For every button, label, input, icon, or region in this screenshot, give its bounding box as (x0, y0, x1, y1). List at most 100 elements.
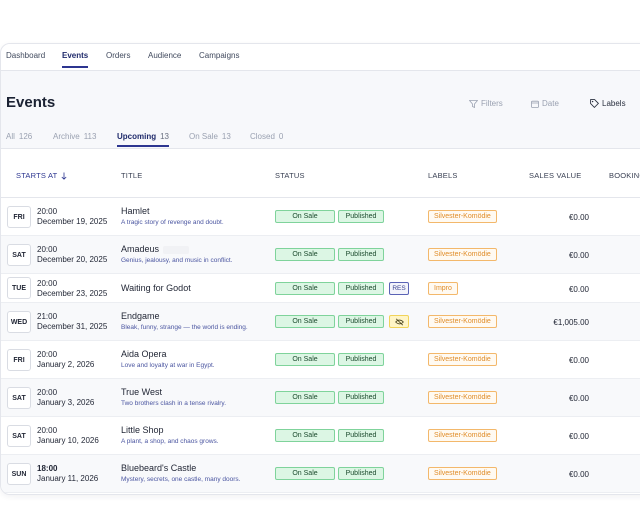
on-sale-badge: On Sale (275, 353, 335, 366)
column-labels[interactable]: LABELS (428, 171, 458, 180)
tab-label: Upcoming (117, 132, 157, 141)
label-chip: Silvester-Komödie (428, 315, 497, 328)
column-status[interactable]: STATUS (275, 171, 305, 180)
app-window: Dashboard Events Orders Audience Campaig… (0, 43, 640, 495)
column-label: STARTS AT (16, 171, 58, 180)
tab-label: All (6, 132, 15, 141)
tab-count: 0 (278, 132, 284, 141)
label-chip: Silvester-Komödie (428, 248, 497, 261)
table-row[interactable]: SAT 20:00 January 10, 2026 Little Shop A… (1, 417, 640, 455)
sales-value: €0.00 (568, 285, 589, 294)
label-chip: Silvester-Komödie (428, 210, 497, 223)
table-row[interactable]: WED 21:00 December 31, 2025 Endgame Blea… (1, 303, 640, 341)
on-sale-badge: On Sale (275, 248, 335, 261)
nav-orders[interactable]: Orders (106, 51, 131, 60)
table-row[interactable]: TUE 20:00 December 23, 2025 Waiting for … (1, 274, 640, 303)
label-chip: Silvester-Komödie (428, 353, 497, 366)
filters-button[interactable]: Filters (469, 99, 503, 108)
published-badge: Published (338, 248, 384, 261)
weekday-box: SAT (7, 387, 31, 409)
eye-off-icon (394, 318, 404, 325)
weekday-box: SAT (7, 425, 31, 447)
nav-dashboard[interactable]: Dashboard (6, 51, 46, 60)
event-time: 20:00 (37, 207, 58, 216)
event-title[interactable]: Aida Opera (121, 349, 167, 359)
redacted-block (163, 246, 189, 254)
label-chip: Silvester-Komödie (428, 429, 497, 442)
published-badge: Published (338, 467, 384, 480)
on-sale-badge: On Sale (275, 210, 335, 223)
event-title[interactable]: Waiting for Godot (121, 283, 191, 293)
event-time: 18:00 (37, 464, 58, 473)
events-table: STARTS AT TITLE STATUS LABELS SALES VALU… (1, 148, 640, 494)
page-title: Events (6, 94, 56, 111)
calendar-icon (531, 100, 539, 108)
res-badge: RES (389, 282, 409, 295)
sales-value: €0.00 (568, 356, 589, 365)
nav-audience[interactable]: Audience (148, 51, 182, 60)
event-time: 20:00 (37, 426, 58, 435)
top-navigation: Dashboard Events Orders Audience Campaig… (1, 44, 640, 71)
label-chip: Silvester-Komödie (428, 467, 497, 480)
filters-label: Filters (481, 99, 503, 108)
event-title[interactable]: Little Shop (121, 425, 164, 435)
column-bookings[interactable]: BOOKING (609, 171, 640, 180)
published-badge: Published (338, 429, 384, 442)
labels-label: Labels (602, 99, 626, 108)
event-date: December 20, 2025 (37, 255, 108, 264)
weekday-box: SUN (7, 463, 31, 485)
event-date: January 11, 2026 (37, 474, 99, 483)
sort-arrow-down-icon (61, 172, 67, 180)
event-subtitle: A tragic story of revenge and doubt. (121, 219, 224, 226)
filter-icon (469, 99, 478, 108)
nav-events[interactable]: Events (62, 51, 89, 68)
sales-value: €0.00 (568, 394, 589, 403)
event-time: 20:00 (37, 245, 58, 254)
on-sale-badge: On Sale (275, 429, 335, 442)
tab-on-sale[interactable]: On Sale 13 (189, 132, 231, 145)
table-row[interactable]: FRI 20:00 December 19, 2025 Hamlet A tra… (1, 198, 640, 236)
tab-count: 13 (160, 132, 170, 141)
label-chip: Impro (428, 282, 458, 295)
tab-upcoming[interactable]: Upcoming 13 (117, 132, 170, 147)
nav-campaigns[interactable]: Campaigns (199, 51, 240, 60)
on-sale-badge: On Sale (275, 391, 335, 404)
on-sale-badge: On Sale (275, 282, 335, 295)
event-time: 20:00 (37, 350, 58, 359)
sales-value: €1,005.00 (553, 318, 589, 327)
labels-button[interactable]: Labels (590, 99, 626, 108)
weekday-box: TUE (7, 277, 31, 299)
table-row[interactable]: SAT 20:00 January 3, 2026 True West Two … (1, 379, 640, 417)
column-title[interactable]: TITLE (121, 171, 143, 180)
tab-closed[interactable]: Closed 0 (250, 132, 283, 145)
published-badge: Published (338, 282, 384, 295)
sales-value: €0.00 (568, 213, 589, 222)
tab-label: Closed (250, 132, 275, 141)
muted-badge (389, 315, 409, 328)
column-starts-at[interactable]: STARTS AT (16, 171, 67, 180)
table-header: STARTS AT TITLE STATUS LABELS SALES VALU… (1, 149, 640, 198)
table-row[interactable]: SAT 20:00 December 20, 2025 Amadeus Geni… (1, 236, 640, 274)
tab-all[interactable]: All 126 (6, 132, 32, 145)
published-badge: Published (338, 353, 384, 366)
event-subtitle: A plant, a shop, and chaos grows. (121, 438, 219, 445)
event-title[interactable]: Bluebeard's Castle (121, 463, 197, 473)
event-subtitle: Genius, jealousy, and music in conflict. (121, 257, 233, 264)
tab-label: On Sale (189, 132, 218, 141)
sales-value: €0.00 (568, 470, 589, 479)
table-row[interactable]: FRI 20:00 January 2, 2026 Aida Opera Lov… (1, 341, 640, 379)
event-title[interactable]: Amadeus (121, 244, 160, 254)
event-subtitle: Love and loyalty at war in Egypt. (121, 362, 215, 369)
event-title[interactable]: True West (121, 387, 163, 397)
event-date: December 23, 2025 (37, 289, 108, 298)
on-sale-badge: On Sale (275, 467, 335, 480)
tab-archive[interactable]: Archive 113 (53, 132, 96, 145)
weekday-box: FRI (7, 349, 31, 371)
event-date: January 10, 2026 (37, 436, 99, 445)
event-title[interactable]: Hamlet (121, 206, 150, 216)
date-button[interactable]: Date (531, 99, 559, 108)
table-row[interactable]: SUN 18:00 January 11, 2026 Bluebeard's C… (1, 455, 640, 493)
event-title[interactable]: Endgame (121, 311, 160, 321)
tab-count: 13 (221, 132, 231, 141)
column-sales-value[interactable]: SALES VALUE (529, 171, 582, 180)
